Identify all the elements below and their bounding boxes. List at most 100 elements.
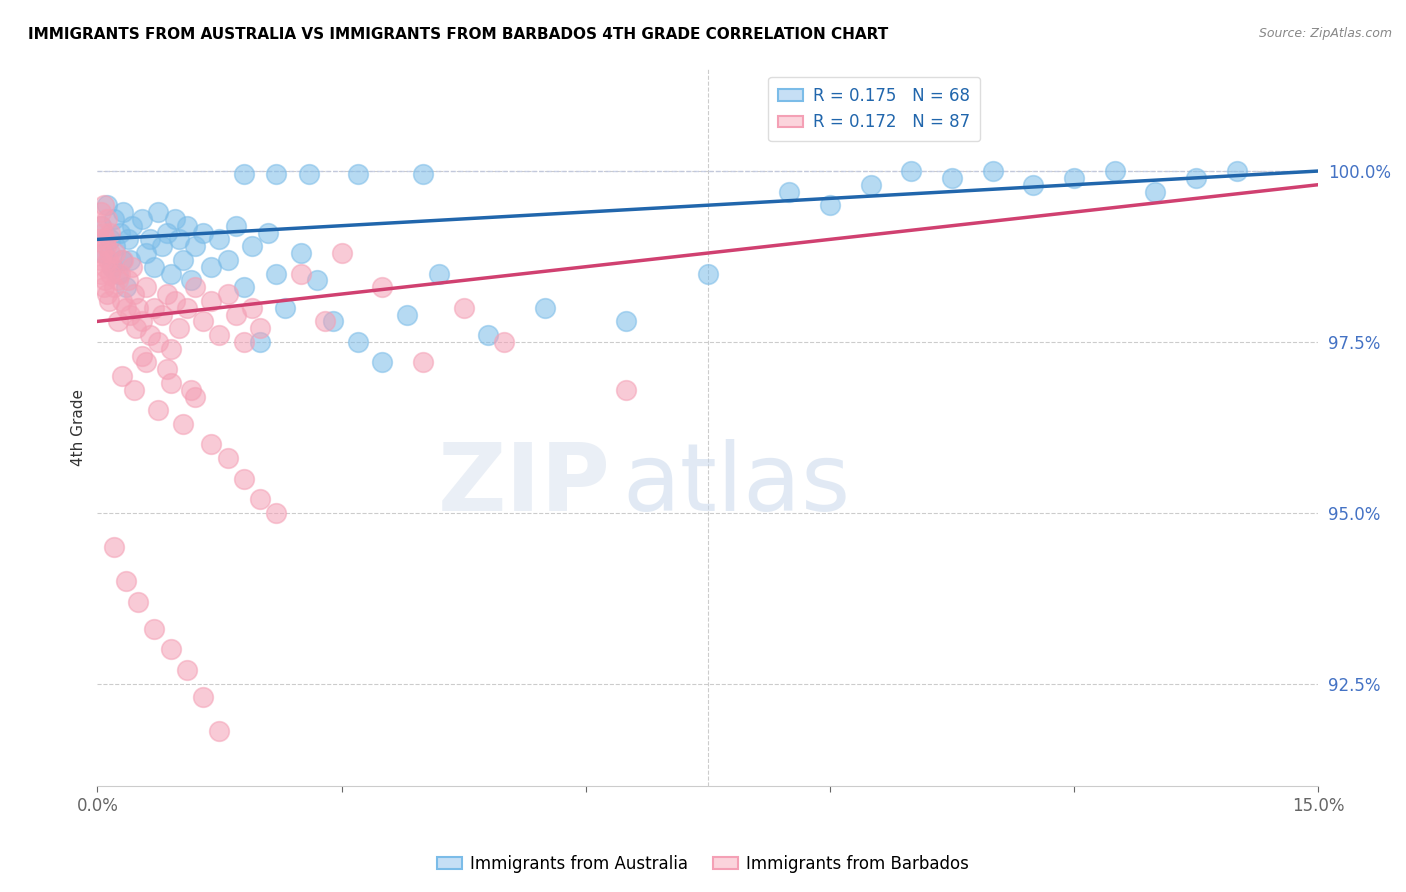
Point <box>1226 164 1249 178</box>
Point <box>127 594 149 608</box>
Point <box>93 198 115 212</box>
Point <box>322 314 344 328</box>
Point <box>115 280 138 294</box>
Point <box>412 355 434 369</box>
Point <box>314 314 336 328</box>
Point <box>103 211 125 226</box>
Point <box>155 362 177 376</box>
Point <box>232 280 254 294</box>
Point <box>818 198 841 212</box>
Point <box>200 293 222 308</box>
Point <box>900 164 922 178</box>
Point <box>117 273 139 287</box>
Point <box>127 301 149 315</box>
Point <box>1144 185 1167 199</box>
Point <box>108 267 131 281</box>
Point <box>103 280 125 294</box>
Point <box>135 246 157 260</box>
Point <box>346 334 368 349</box>
Point <box>100 246 122 260</box>
Point <box>225 219 247 233</box>
Point <box>122 287 145 301</box>
Point <box>249 321 271 335</box>
Point <box>616 383 638 397</box>
Point <box>240 301 263 315</box>
Point <box>155 287 177 301</box>
Point <box>121 260 143 274</box>
Point <box>152 308 174 322</box>
Point <box>131 211 153 226</box>
Point <box>427 267 450 281</box>
Point <box>96 198 118 212</box>
Point <box>232 168 254 182</box>
Point <box>307 273 329 287</box>
Point <box>98 226 121 240</box>
Point <box>208 232 231 246</box>
Point <box>616 314 638 328</box>
Point <box>96 287 118 301</box>
Point <box>217 451 239 466</box>
Point <box>103 540 125 554</box>
Point <box>159 376 181 390</box>
Point <box>371 355 394 369</box>
Point <box>104 246 127 260</box>
Point <box>172 252 194 267</box>
Point <box>176 301 198 315</box>
Point <box>91 246 114 260</box>
Text: atlas: atlas <box>623 439 851 531</box>
Point <box>200 437 222 451</box>
Point <box>494 334 516 349</box>
Point <box>346 168 368 182</box>
Point <box>176 219 198 233</box>
Point <box>453 301 475 315</box>
Point <box>135 355 157 369</box>
Point <box>273 301 295 315</box>
Point <box>94 273 117 287</box>
Point <box>143 301 166 315</box>
Point <box>97 293 120 308</box>
Point <box>121 219 143 233</box>
Point <box>112 252 135 267</box>
Point <box>163 293 186 308</box>
Point <box>1022 178 1045 192</box>
Point <box>981 164 1004 178</box>
Point <box>90 267 112 281</box>
Point <box>96 211 118 226</box>
Point <box>101 260 124 274</box>
Point <box>107 314 129 328</box>
Point <box>125 321 148 335</box>
Point <box>111 369 134 384</box>
Point <box>93 260 115 274</box>
Point <box>90 205 112 219</box>
Point <box>155 226 177 240</box>
Point <box>290 267 312 281</box>
Point <box>217 287 239 301</box>
Point <box>117 232 139 246</box>
Point <box>477 328 499 343</box>
Point <box>148 403 170 417</box>
Point <box>176 663 198 677</box>
Point <box>139 328 162 343</box>
Point <box>115 574 138 588</box>
Legend: Immigrants from Australia, Immigrants from Barbados: Immigrants from Australia, Immigrants fr… <box>430 848 976 880</box>
Point <box>159 267 181 281</box>
Point <box>208 724 231 739</box>
Point <box>217 252 239 267</box>
Point <box>232 334 254 349</box>
Point <box>143 260 166 274</box>
Point <box>191 226 214 240</box>
Point <box>859 178 882 192</box>
Point <box>91 226 114 240</box>
Point <box>159 342 181 356</box>
Point <box>184 239 207 253</box>
Point <box>395 308 418 322</box>
Point <box>330 246 353 260</box>
Point <box>941 170 963 185</box>
Point <box>163 211 186 226</box>
Point <box>1063 170 1085 185</box>
Point <box>257 226 280 240</box>
Point <box>167 321 190 335</box>
Point <box>191 314 214 328</box>
Point <box>152 239 174 253</box>
Point <box>107 273 129 287</box>
